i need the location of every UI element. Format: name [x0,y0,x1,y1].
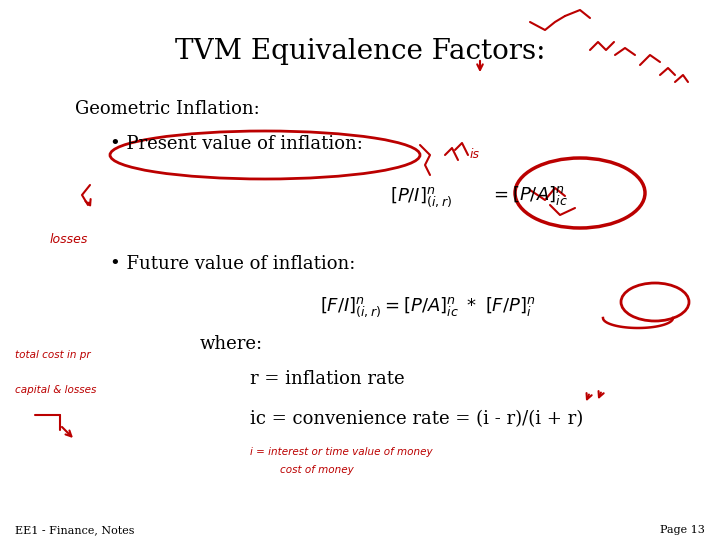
Text: losses: losses [50,233,89,246]
Text: i = interest or time value of money: i = interest or time value of money [250,447,433,457]
Text: Page 13: Page 13 [660,525,705,535]
Text: Geometric Inflation:: Geometric Inflation: [75,100,260,118]
Text: cost of money: cost of money [280,465,354,475]
Text: • Future value of inflation:: • Future value of inflation: [110,255,356,273]
Text: $[F/I]^n_{(i,r)} = [P/A]^n_{ic}\ *\ [F/P]^n_i$: $[F/I]^n_{(i,r)} = [P/A]^n_{ic}\ *\ [F/P… [320,295,536,319]
Text: total cost in pr: total cost in pr [15,350,91,360]
Text: TVM Equivalence Factors:: TVM Equivalence Factors: [175,38,545,65]
Text: ic = convenience rate = (i - r)/(i + r): ic = convenience rate = (i - r)/(i + r) [250,410,583,428]
Text: $= [P/A]^n_{ic}$: $= [P/A]^n_{ic}$ [490,185,568,208]
Text: $[P/I]^n_{(i,r)}$: $[P/I]^n_{(i,r)}$ [390,185,452,208]
Text: where:: where: [200,335,263,353]
Text: • Present value of inflation:: • Present value of inflation: [110,135,363,153]
Text: capital & losses: capital & losses [15,385,96,395]
Text: is: is [470,148,480,161]
Text: r = inflation rate: r = inflation rate [250,370,405,388]
Text: EE1 - Finance, Notes: EE1 - Finance, Notes [15,525,135,535]
